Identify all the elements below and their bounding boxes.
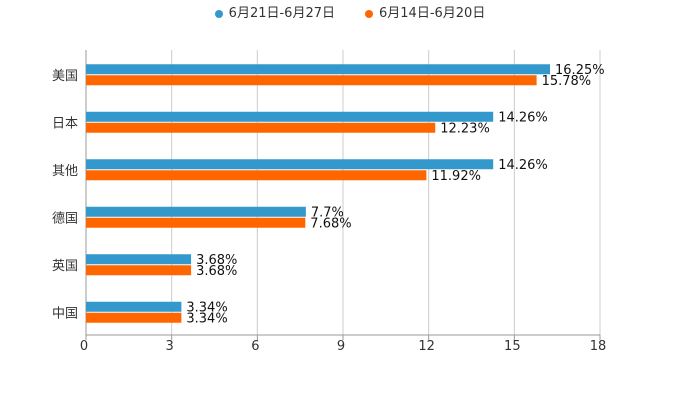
data-label-series-1-2: 14.26% bbox=[498, 158, 548, 173]
x-tick-label-15: 15 bbox=[504, 339, 521, 354]
bar-series-1-1 bbox=[86, 111, 494, 122]
x-tick-label-6: 6 bbox=[251, 339, 259, 354]
data-label-series-2-2: 11.92% bbox=[431, 169, 481, 184]
bar-series-1-3 bbox=[86, 206, 306, 217]
bar-series-1-2 bbox=[86, 159, 494, 170]
legend-label-series-2: 6月14日-6月20日 bbox=[379, 6, 486, 21]
x-tick-label-18: 18 bbox=[590, 339, 607, 354]
bar-series-2-1 bbox=[86, 122, 436, 133]
data-labels: 16.25%15.78% 14.26% 12.23% 14.26% 11.92% 7.7%… bbox=[186, 63, 604, 327]
data-label-series-2-1: 12.23% bbox=[440, 121, 490, 136]
data-label-series-1-3: 7.7% bbox=[311, 205, 344, 220]
grid-lines bbox=[85, 50, 601, 335]
bar-series-2-4 bbox=[86, 265, 192, 276]
bar-series-1-5 bbox=[86, 301, 182, 312]
category-label-0: 美国 bbox=[52, 69, 78, 84]
data-label-series-1-5: 3.34% bbox=[186, 300, 227, 315]
category-label-4: 英国 bbox=[52, 259, 78, 274]
category-label-3: 德国 bbox=[52, 211, 78, 226]
x-tick-label-12: 12 bbox=[418, 339, 435, 354]
x-tick-label-3: 3 bbox=[166, 339, 174, 354]
legend-item-series-1[interactable]: 6月21日-6月27日 bbox=[214, 4, 335, 24]
category-label-5: 中国 bbox=[52, 306, 78, 321]
legend-item-series-2[interactable]: 6月14日-6月20日 bbox=[365, 4, 485, 24]
data-label-series-2-5: 3.34% bbox=[186, 311, 227, 326]
bars bbox=[86, 64, 551, 323]
bar-series-1-0 bbox=[86, 64, 551, 75]
x-tick-label-9: 9 bbox=[337, 339, 345, 354]
legend-label-series-1: 6月21日-6月27日 bbox=[228, 6, 335, 21]
legend-marker-series-2 bbox=[365, 10, 373, 18]
data-label-series-2-4: 3.68% bbox=[196, 264, 237, 279]
bar-series-2-3 bbox=[86, 217, 306, 228]
chart-legend: 6月21日-6月27日 6月14日-6月20日 bbox=[0, 4, 700, 24]
data-label-series-1-4: 3.68% bbox=[196, 253, 237, 268]
category-label-1: 日本 bbox=[52, 116, 78, 131]
data-label-series-2-3: 7.68% bbox=[310, 216, 351, 231]
data-label-series-2-0: 15.78% bbox=[542, 74, 592, 89]
bar-series-2-2 bbox=[86, 170, 427, 181]
x-tick-label-0: 0 bbox=[80, 339, 88, 354]
bar-series-2-0 bbox=[86, 75, 537, 86]
data-label-series-1-1: 14.26% bbox=[498, 110, 548, 125]
legend-marker-series-1 bbox=[214, 10, 223, 18]
category-label-2: 其他 bbox=[52, 164, 78, 179]
bar-series-2-5 bbox=[86, 312, 182, 323]
bar-series-1-4 bbox=[86, 254, 192, 265]
data-label-series-1-0: 16.25% bbox=[555, 63, 605, 78]
